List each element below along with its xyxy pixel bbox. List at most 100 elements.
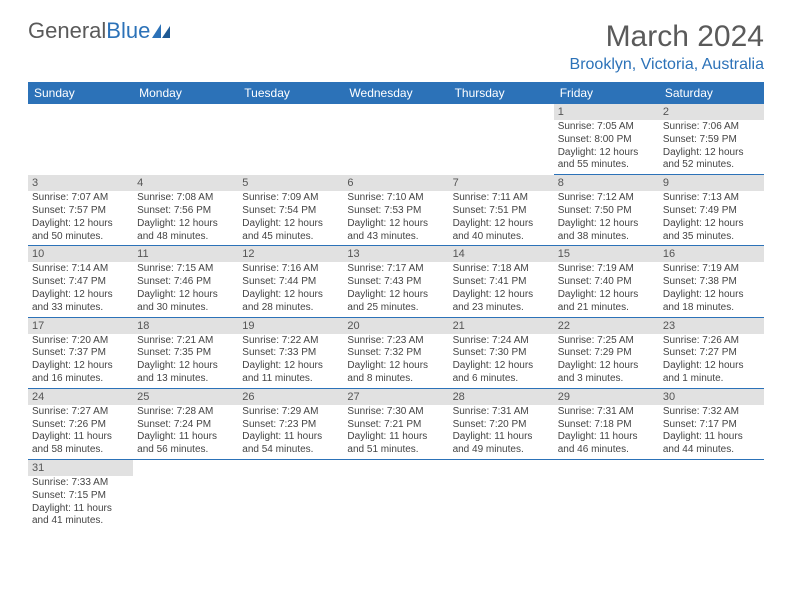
sunset-line: Sunset: 7:44 PM — [242, 276, 339, 289]
calendar-cell: 28Sunrise: 7:31 AMSunset: 7:20 PMDayligh… — [449, 389, 554, 460]
calendar-cell: 7Sunrise: 7:11 AMSunset: 7:51 PMDaylight… — [449, 175, 554, 246]
daylight-line: Daylight: 11 hours and 56 minutes. — [137, 431, 234, 457]
sunrise-line: Sunrise: 7:29 AM — [242, 406, 339, 419]
sunrise-line: Sunrise: 7:27 AM — [32, 406, 129, 419]
day-number: 12 — [238, 246, 343, 262]
daylight-line: Daylight: 12 hours and 8 minutes. — [347, 360, 444, 386]
day-data: Sunrise: 7:21 AMSunset: 7:35 PMDaylight:… — [133, 334, 238, 389]
calendar-cell: 12Sunrise: 7:16 AMSunset: 7:44 PMDayligh… — [238, 246, 343, 317]
day-data: Sunrise: 7:33 AMSunset: 7:15 PMDaylight:… — [28, 476, 133, 530]
sunset-line: Sunset: 7:40 PM — [558, 276, 655, 289]
daylight-line: Daylight: 11 hours and 58 minutes. — [32, 431, 129, 457]
calendar-cell: 15Sunrise: 7:19 AMSunset: 7:40 PMDayligh… — [554, 246, 659, 317]
sunset-line: Sunset: 8:00 PM — [558, 134, 655, 147]
day-number: 8 — [554, 175, 659, 191]
sunset-line: Sunset: 7:51 PM — [453, 205, 550, 218]
sunrise-line: Sunrise: 7:19 AM — [663, 263, 760, 276]
calendar-cell — [133, 104, 238, 175]
calendar-cell — [449, 104, 554, 175]
calendar-row: 1Sunrise: 7:05 AMSunset: 8:00 PMDaylight… — [28, 104, 764, 175]
calendar-cell: 10Sunrise: 7:14 AMSunset: 7:47 PMDayligh… — [28, 246, 133, 317]
calendar-cell — [659, 460, 764, 530]
daylight-line: Daylight: 11 hours and 41 minutes. — [32, 503, 129, 529]
sunset-line: Sunset: 7:21 PM — [347, 419, 444, 432]
day-number: 3 — [28, 175, 133, 191]
daylight-line: Daylight: 11 hours and 44 minutes. — [663, 431, 760, 457]
sunrise-line: Sunrise: 7:21 AM — [137, 335, 234, 348]
sunrise-line: Sunrise: 7:09 AM — [242, 192, 339, 205]
day-data: Sunrise: 7:28 AMSunset: 7:24 PMDaylight:… — [133, 405, 238, 460]
day-data: Sunrise: 7:22 AMSunset: 7:33 PMDaylight:… — [238, 334, 343, 389]
sunset-line: Sunset: 7:50 PM — [558, 205, 655, 218]
sunrise-line: Sunrise: 7:31 AM — [558, 406, 655, 419]
sunset-line: Sunset: 7:30 PM — [453, 347, 550, 360]
calendar-cell: 13Sunrise: 7:17 AMSunset: 7:43 PMDayligh… — [343, 246, 448, 317]
daylight-line: Daylight: 12 hours and 50 minutes. — [32, 218, 129, 244]
day-number: 18 — [133, 318, 238, 334]
calendar-cell — [343, 104, 448, 175]
sunset-line: Sunset: 7:59 PM — [663, 134, 760, 147]
calendar-cell — [449, 460, 554, 530]
sunset-line: Sunset: 7:38 PM — [663, 276, 760, 289]
day-data: Sunrise: 7:23 AMSunset: 7:32 PMDaylight:… — [343, 334, 448, 389]
sunset-line: Sunset: 7:23 PM — [242, 419, 339, 432]
title-block: March 2024 Brooklyn, Victoria, Australia — [570, 20, 764, 74]
calendar-cell: 21Sunrise: 7:24 AMSunset: 7:30 PMDayligh… — [449, 318, 554, 389]
day-data: Sunrise: 7:25 AMSunset: 7:29 PMDaylight:… — [554, 334, 659, 389]
calendar-cell: 27Sunrise: 7:30 AMSunset: 7:21 PMDayligh… — [343, 389, 448, 460]
calendar-cell — [238, 104, 343, 175]
calendar-cell: 23Sunrise: 7:26 AMSunset: 7:27 PMDayligh… — [659, 318, 764, 389]
calendar-cell: 29Sunrise: 7:31 AMSunset: 7:18 PMDayligh… — [554, 389, 659, 460]
day-number: 2 — [659, 104, 764, 120]
daylight-line: Daylight: 12 hours and 25 minutes. — [347, 289, 444, 315]
day-number: 15 — [554, 246, 659, 262]
day-data: Sunrise: 7:05 AMSunset: 8:00 PMDaylight:… — [554, 120, 659, 175]
month-title: March 2024 — [570, 20, 764, 54]
sunset-line: Sunset: 7:41 PM — [453, 276, 550, 289]
calendar-cell: 8Sunrise: 7:12 AMSunset: 7:50 PMDaylight… — [554, 175, 659, 246]
daylight-line: Daylight: 12 hours and 33 minutes. — [32, 289, 129, 315]
day-number: 19 — [238, 318, 343, 334]
daylight-line: Daylight: 12 hours and 16 minutes. — [32, 360, 129, 386]
day-data: Sunrise: 7:27 AMSunset: 7:26 PMDaylight:… — [28, 405, 133, 460]
calendar-cell: 1Sunrise: 7:05 AMSunset: 8:00 PMDaylight… — [554, 104, 659, 175]
calendar-cell: 14Sunrise: 7:18 AMSunset: 7:41 PMDayligh… — [449, 246, 554, 317]
day-data: Sunrise: 7:12 AMSunset: 7:50 PMDaylight:… — [554, 191, 659, 246]
sunset-line: Sunset: 7:37 PM — [32, 347, 129, 360]
sunset-line: Sunset: 7:27 PM — [663, 347, 760, 360]
day-data: Sunrise: 7:24 AMSunset: 7:30 PMDaylight:… — [449, 334, 554, 389]
sunrise-line: Sunrise: 7:12 AM — [558, 192, 655, 205]
calendar-cell: 25Sunrise: 7:28 AMSunset: 7:24 PMDayligh… — [133, 389, 238, 460]
day-data: Sunrise: 7:15 AMSunset: 7:46 PMDaylight:… — [133, 262, 238, 317]
sail-icon — [152, 24, 172, 38]
sunrise-line: Sunrise: 7:20 AM — [32, 335, 129, 348]
calendar-cell: 5Sunrise: 7:09 AMSunset: 7:54 PMDaylight… — [238, 175, 343, 246]
calendar-cell: 18Sunrise: 7:21 AMSunset: 7:35 PMDayligh… — [133, 318, 238, 389]
day-number: 24 — [28, 389, 133, 405]
day-data: Sunrise: 7:18 AMSunset: 7:41 PMDaylight:… — [449, 262, 554, 317]
dow-header: Monday — [133, 82, 238, 104]
day-number: 4 — [133, 175, 238, 191]
day-data: Sunrise: 7:26 AMSunset: 7:27 PMDaylight:… — [659, 334, 764, 389]
daylight-line: Daylight: 12 hours and 28 minutes. — [242, 289, 339, 315]
day-number: 16 — [659, 246, 764, 262]
day-number: 23 — [659, 318, 764, 334]
calendar-cell: 30Sunrise: 7:32 AMSunset: 7:17 PMDayligh… — [659, 389, 764, 460]
day-number: 10 — [28, 246, 133, 262]
sunrise-line: Sunrise: 7:10 AM — [347, 192, 444, 205]
sunrise-line: Sunrise: 7:26 AM — [663, 335, 760, 348]
calendar-cell — [28, 104, 133, 175]
daylight-line: Daylight: 11 hours and 51 minutes. — [347, 431, 444, 457]
sunset-line: Sunset: 7:18 PM — [558, 419, 655, 432]
sunset-line: Sunset: 7:53 PM — [347, 205, 444, 218]
sunset-line: Sunset: 7:26 PM — [32, 419, 129, 432]
sunrise-line: Sunrise: 7:14 AM — [32, 263, 129, 276]
day-number: 5 — [238, 175, 343, 191]
day-number: 17 — [28, 318, 133, 334]
calendar-cell: 19Sunrise: 7:22 AMSunset: 7:33 PMDayligh… — [238, 318, 343, 389]
calendar-cell: 31Sunrise: 7:33 AMSunset: 7:15 PMDayligh… — [28, 460, 133, 530]
dow-header: Thursday — [449, 82, 554, 104]
day-data: Sunrise: 7:29 AMSunset: 7:23 PMDaylight:… — [238, 405, 343, 460]
calendar-cell: 6Sunrise: 7:10 AMSunset: 7:53 PMDaylight… — [343, 175, 448, 246]
day-data: Sunrise: 7:32 AMSunset: 7:17 PMDaylight:… — [659, 405, 764, 460]
